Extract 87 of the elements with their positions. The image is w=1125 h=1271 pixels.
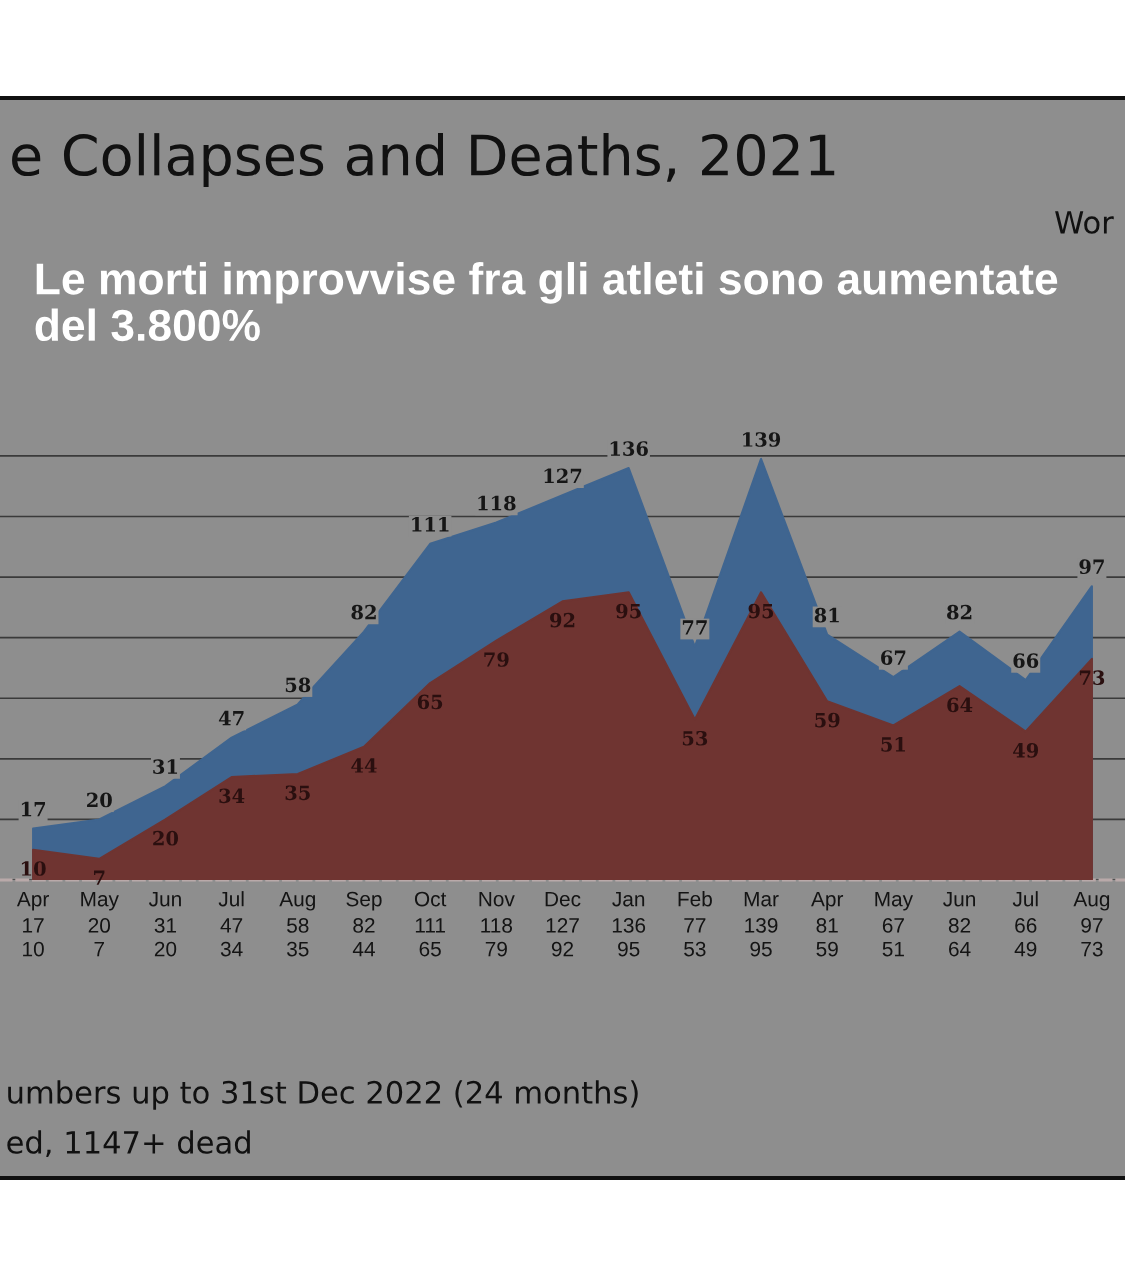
text: umbers up to 31st Dec 2022 (24 months) — [8, 1080, 638, 1110]
x-tick-label: Feb — [678, 891, 712, 907]
data-label: 34 — [220, 941, 243, 957]
text: 81 — [814, 607, 839, 623]
text: 59 — [815, 712, 840, 728]
data-label: 111 — [415, 918, 445, 933]
data-label: 35 — [287, 941, 309, 957]
data-label: 73 — [1081, 941, 1103, 957]
data-label: 49 — [1014, 941, 1037, 957]
chart-title: e Collapses and Deaths, 2021 — [12, 133, 835, 187]
data-label: 51 — [882, 941, 904, 957]
data-label: 139 — [745, 918, 778, 933]
data-label: 17 — [23, 918, 44, 933]
data-label: 7 — [94, 941, 105, 957]
text: Wor — [1055, 211, 1114, 234]
data-label: 59 — [816, 941, 838, 957]
text: 44 — [351, 758, 377, 773]
text: 51 — [881, 736, 905, 752]
x-tick-label: Jan — [612, 891, 645, 907]
text: 20 — [87, 792, 112, 808]
text: 127 — [544, 468, 582, 483]
x-tick-label: Apr — [16, 891, 49, 911]
data-label: 77 — [684, 918, 706, 933]
data-label: 79 — [485, 941, 507, 957]
x-tick-label: Jun — [148, 891, 181, 907]
data-label: 97 — [1081, 918, 1103, 933]
x-tick-label: Mar — [744, 891, 779, 907]
x-tick-label: Jul — [218, 891, 244, 907]
data-label: 20 — [88, 918, 111, 933]
text: 95 — [616, 603, 641, 619]
text: ed, 1147+ dead — [7, 1130, 250, 1157]
data-label: 64 — [949, 941, 971, 957]
data-label: 95 — [618, 941, 640, 957]
data-label: 44 — [352, 941, 375, 957]
chart-subtitle: Le morti improvvise fra gli atleti sono aumentate del 3.800% — [35, 262, 1058, 342]
text: 95 — [748, 603, 774, 619]
x-tick-label: Dec — [545, 891, 581, 907]
data-label: 82 — [948, 918, 971, 933]
x-tick-label: May — [81, 891, 119, 911]
x-tick-label: May — [875, 891, 914, 911]
x-tick-label: Oct — [414, 891, 447, 907]
data-label: 81 — [816, 918, 838, 933]
text: 82 — [351, 604, 376, 620]
x-tick-label: Aug — [1073, 891, 1110, 911]
text: 82 — [947, 604, 972, 620]
text: 53 — [682, 730, 708, 746]
text: 79 — [484, 652, 509, 667]
text: 47 — [218, 710, 244, 726]
text: 31 — [153, 759, 178, 774]
data-label: 95 — [750, 941, 772, 957]
data-label: 92 — [551, 941, 574, 957]
text: 66 — [1013, 653, 1039, 668]
text: 58 — [285, 677, 311, 693]
data-label: 67 — [882, 918, 904, 933]
data-label: 20 — [154, 941, 177, 957]
data-label: 53 — [684, 941, 706, 957]
text: 64 — [947, 697, 973, 713]
data-label: 58 — [287, 918, 309, 933]
text: 92 — [550, 612, 575, 628]
data-label: 66 — [1015, 918, 1037, 933]
x-tick-label: Nov — [479, 891, 515, 907]
data-label: 136 — [612, 918, 646, 933]
text: 77 — [682, 620, 707, 635]
data-label: 31 — [154, 918, 177, 933]
data-label: 10 — [23, 941, 44, 957]
text: 49 — [1013, 743, 1039, 758]
text: 97 — [1079, 559, 1104, 575]
text: 65 — [417, 694, 443, 710]
x-tick-label: Apr — [811, 891, 844, 911]
text: 35 — [285, 785, 310, 801]
text: 20 — [153, 830, 179, 846]
x-tick-label: Jul — [1012, 891, 1038, 907]
text: 111 — [412, 516, 449, 532]
text: 139 — [743, 432, 781, 447]
data-label: 65 — [419, 941, 441, 957]
data-label: 47 — [220, 918, 243, 933]
text: 118 — [478, 495, 516, 511]
text: 67 — [881, 650, 906, 665]
text: 136 — [610, 441, 648, 456]
x-tick-label: Aug — [279, 891, 315, 911]
data-label: 82 — [353, 918, 375, 933]
text: 34 — [219, 788, 245, 804]
x-tick-label: Sep — [346, 891, 382, 911]
data-label: 118 — [481, 918, 513, 933]
data-label: 127 — [546, 918, 579, 933]
x-tick-label: Jun — [943, 891, 975, 907]
text: 17 — [21, 801, 45, 817]
